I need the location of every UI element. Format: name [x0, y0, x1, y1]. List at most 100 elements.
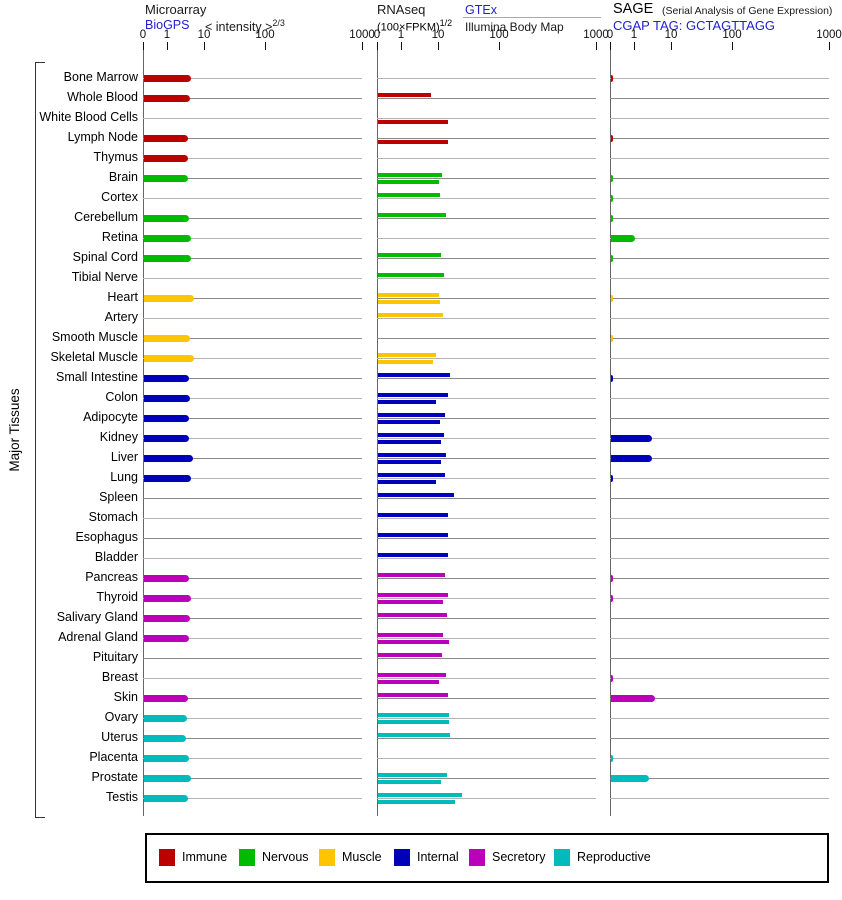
- gtex-bar: [378, 273, 444, 277]
- tissue-label: Esophagus: [75, 530, 138, 544]
- grid-line: [377, 478, 596, 479]
- axis-tick-label: 1: [397, 29, 405, 41]
- sage-bar: [611, 475, 613, 482]
- grid-line: [377, 798, 596, 799]
- grid-line: [143, 278, 362, 279]
- microarray-title: Microarray: [145, 2, 207, 17]
- grid-line: [377, 538, 596, 539]
- grid-line: [610, 778, 829, 779]
- illumina-bar: [378, 300, 440, 304]
- sage-bar: [611, 595, 613, 602]
- grid-line: [610, 798, 829, 799]
- axis-tick-mark: [167, 42, 168, 50]
- microarray-bar: [144, 215, 190, 222]
- grid-line: [377, 738, 596, 739]
- grid-line: [377, 418, 596, 419]
- grid-line: [610, 378, 829, 379]
- reproductive-legend-swatch: [554, 849, 570, 866]
- grid-line: [377, 118, 596, 119]
- nervous-legend-swatch: [239, 849, 255, 866]
- grid-line: [143, 518, 362, 519]
- gtex-bar: [378, 93, 432, 97]
- tissue-label: Placenta: [89, 750, 138, 764]
- axis-tick-mark: [610, 42, 611, 50]
- sage-bar: [611, 255, 613, 262]
- legend-label: Immune: [182, 850, 228, 864]
- tissue-label: Bladder: [94, 550, 138, 564]
- microarray-bar: [144, 635, 190, 642]
- sage-bar: [611, 75, 613, 82]
- grid-line: [143, 98, 362, 99]
- grid-line: [377, 338, 596, 339]
- grid-line: [377, 398, 596, 399]
- illumina-bar: [378, 460, 442, 464]
- grid-line: [143, 778, 362, 779]
- sage-bar: [611, 215, 613, 222]
- sage-title: SAGE: [613, 1, 654, 17]
- microarray-bar: [144, 335, 190, 342]
- axis-tick-label: 1: [163, 29, 171, 41]
- tissue-label: Lymph Node: [67, 130, 138, 144]
- illumina-bar: [378, 120, 448, 124]
- axis-tick-mark: [265, 42, 266, 50]
- gtex-bar: [378, 293, 439, 297]
- legend-label: Reproductive: [577, 850, 651, 864]
- gtex-bar: [378, 253, 442, 257]
- grid-line: [143, 458, 362, 459]
- microarray-bar: [144, 455, 193, 462]
- grid-line: [377, 218, 596, 219]
- gtex-bar: [378, 193, 440, 197]
- grid-line: [143, 418, 362, 419]
- axis-tick-mark: [596, 42, 597, 50]
- microarray-bar: [144, 75, 192, 82]
- axis-tick-mark: [499, 42, 500, 50]
- tissue-label: Salivary Gland: [56, 610, 138, 624]
- tissue-label: White Blood Cells: [39, 110, 138, 124]
- grid-line: [610, 678, 829, 679]
- tissue-label: Artery: [104, 310, 138, 324]
- grid-line: [377, 78, 596, 79]
- cgap-tag-link[interactable]: CGAP TAG: GCTAGTTAGG: [613, 18, 776, 33]
- biogps-link[interactable]: BioGPS: [145, 18, 190, 32]
- illumina-bar: [378, 360, 434, 364]
- axis-line: [143, 50, 144, 816]
- grid-line: [143, 638, 362, 639]
- microarray-bar: [144, 755, 190, 762]
- tissue-label: Thymus: [93, 150, 138, 164]
- sage-bar: [611, 375, 613, 382]
- grid-line: [377, 578, 596, 579]
- microarray-bar: [144, 175, 189, 182]
- grid-line: [610, 418, 829, 419]
- illumina-bar: [378, 600, 443, 604]
- grid-line: [143, 538, 362, 539]
- illumina-bar: [378, 780, 442, 784]
- grid-line: [143, 258, 362, 259]
- grid-line: [143, 398, 362, 399]
- axis-tick-label: 10: [664, 29, 678, 41]
- tissue-label: Cortex: [101, 190, 138, 204]
- sage-bar: [611, 195, 613, 202]
- gtex-link[interactable]: GTEx: [465, 3, 497, 17]
- gtex-bar: [378, 673, 446, 677]
- illumina-bar: [378, 440, 442, 444]
- tissue-label: Uterus: [101, 730, 138, 744]
- grid-line: [143, 798, 362, 799]
- gtex-bar: [378, 613, 447, 617]
- microarray-bar: [144, 435, 190, 442]
- tissue-label: Heart: [107, 290, 138, 304]
- gtex-bar: [378, 213, 446, 217]
- microarray-bar: [144, 355, 194, 362]
- tissue-bracket: [35, 62, 36, 818]
- grid-line: [143, 658, 362, 659]
- gtex-bar: [378, 653, 442, 657]
- tissue-label: Brain: [108, 170, 138, 184]
- grid-line: [610, 738, 829, 739]
- tissue-label: Spinal Cord: [72, 250, 138, 264]
- axis-tick-label: 1000: [349, 29, 375, 41]
- tissue-label: Tibial Nerve: [71, 270, 138, 284]
- microarray-bar: [144, 715, 188, 722]
- grid-line: [610, 638, 829, 639]
- grid-line: [377, 318, 596, 319]
- grid-line: [377, 278, 596, 279]
